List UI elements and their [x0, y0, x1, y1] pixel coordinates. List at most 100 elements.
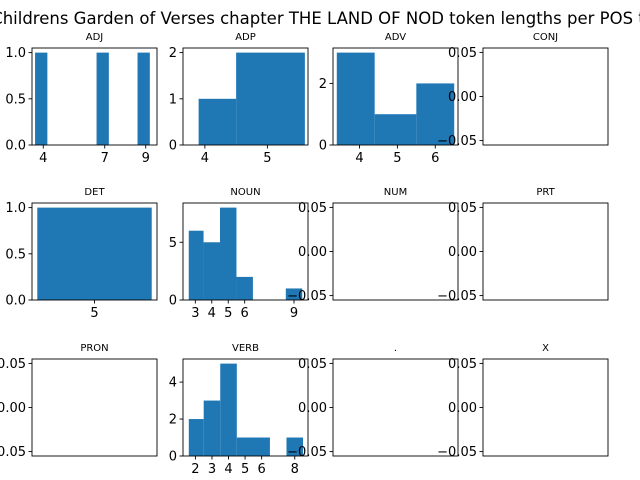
subplot-adv: ADV 0 2 4 5 6	[319, 32, 459, 166]
subplot-prt: PRT −0.05 0.00 0.05	[437, 187, 609, 304]
y-tick-label: 0.00	[0, 401, 26, 416]
y-tick-label: −0.05	[437, 134, 477, 149]
axes-frame	[31, 358, 158, 457]
x-tick-label: 4	[355, 151, 363, 166]
subplot-title: X	[542, 343, 549, 354]
x-tick-label: 4	[201, 151, 209, 166]
subplot-punct: . −0.05 0.00 0.05	[287, 343, 459, 460]
subplot-adj: ADJ 0.0 0.5 1.0 4 7 9	[5, 32, 158, 166]
x-tick-label: 5	[90, 306, 98, 321]
subplot-conj: CONJ −0.05 0.00 0.05	[437, 32, 609, 149]
x-tick-label: 5	[393, 151, 401, 166]
subplot-title: ADJ	[86, 32, 104, 43]
y-tick-label: 1.0	[5, 201, 26, 216]
y-tick-label: 4	[169, 376, 177, 391]
y-tick-label: −0.05	[437, 289, 477, 304]
x-tick-label: 5	[241, 462, 249, 477]
x-tick-label: 9	[290, 306, 298, 321]
y-tick-label: −0.05	[287, 445, 327, 460]
bar	[220, 363, 237, 456]
bar	[236, 52, 305, 145]
subplot-title: NUM	[384, 187, 407, 198]
bar	[37, 207, 152, 300]
axes-frame	[332, 47, 459, 146]
x-tick-label: 8	[291, 462, 299, 477]
subplot-title: ADV	[385, 32, 406, 43]
x-tick-label: 6	[241, 306, 249, 321]
y-tick-label: 0.0	[5, 139, 26, 154]
bar	[188, 230, 204, 300]
bar	[285, 288, 303, 300]
y-tick-label: 0.00	[298, 401, 327, 416]
figure-title: A Childrens Garden of Verses chapter THE…	[0, 9, 640, 28]
y-tick-label: 0	[169, 294, 177, 309]
bar	[236, 437, 270, 456]
bar	[416, 83, 455, 145]
y-tick-label: 0.05	[448, 201, 477, 216]
x-tick-label: 4	[208, 306, 216, 321]
x-tick-label: 5	[263, 151, 271, 166]
bar	[35, 52, 48, 145]
bar	[336, 52, 375, 145]
axes-frame	[182, 202, 309, 301]
y-tick-label: 0.05	[0, 357, 26, 372]
subplot-title: PRT	[536, 187, 555, 198]
bar	[286, 437, 304, 456]
bar	[96, 52, 109, 145]
y-tick-label: 0	[169, 139, 177, 154]
y-tick-label: 0	[319, 139, 327, 154]
bar	[137, 52, 150, 145]
axes-frame	[482, 47, 609, 146]
y-tick-label: 2	[319, 77, 327, 92]
subplot-title: VERB	[232, 343, 259, 354]
y-tick-label: 0.00	[298, 245, 327, 260]
y-tick-label: 5	[169, 236, 177, 251]
x-tick-label: 2	[191, 462, 199, 477]
y-tick-label: 0.00	[448, 90, 477, 105]
y-tick-label: 1	[169, 92, 177, 107]
x-tick-label: 4	[224, 462, 232, 477]
y-tick-label: 0	[169, 450, 177, 465]
bar	[236, 276, 253, 300]
subplot-title: ADP	[235, 32, 256, 43]
y-tick-label: 0.05	[298, 201, 327, 216]
subplot-title: NOUN	[230, 187, 260, 198]
subplot-title: DET	[84, 187, 105, 198]
x-tick-label: 5	[224, 306, 232, 321]
y-tick-label: 0.00	[448, 245, 477, 260]
axes-frame	[482, 202, 609, 301]
x-tick-label: 7	[101, 151, 109, 166]
subplot-x: X −0.05 0.00 0.05	[437, 343, 609, 460]
axes-frame	[182, 47, 309, 146]
subplot-pron: PRON −0.05 0.00 0.05	[0, 343, 158, 460]
x-tick-label: 4	[39, 151, 47, 166]
x-tick-label: 9	[142, 151, 150, 166]
y-tick-label: 1.0	[5, 46, 26, 61]
x-tick-label: 6	[258, 462, 266, 477]
x-tick-label: 3	[208, 462, 216, 477]
y-tick-label: −0.05	[437, 445, 477, 460]
bar	[188, 419, 204, 456]
bar	[220, 207, 237, 300]
y-tick-label: 0.00	[448, 401, 477, 416]
y-tick-label: 2	[169, 46, 177, 61]
bar	[374, 114, 417, 145]
subplot-adp: ADP 0 1 2 4 5	[169, 32, 309, 166]
axes-frame	[482, 358, 609, 457]
bar	[198, 98, 237, 145]
subplot-num: NUM −0.05 0.00 0.05	[287, 187, 459, 304]
y-tick-label: 0.5	[5, 247, 26, 262]
y-tick-label: 2	[169, 413, 177, 428]
subplot-title: PRON	[80, 343, 108, 354]
axes-frame	[332, 358, 459, 457]
axes-frame	[31, 47, 158, 146]
axes-frame	[332, 202, 459, 301]
x-tick-label: 6	[431, 151, 439, 166]
x-tick-label: 3	[191, 306, 199, 321]
y-tick-label: 0.05	[448, 46, 477, 61]
bar	[203, 242, 221, 300]
y-tick-label: −0.05	[0, 445, 26, 460]
y-tick-label: 0.0	[5, 294, 26, 309]
